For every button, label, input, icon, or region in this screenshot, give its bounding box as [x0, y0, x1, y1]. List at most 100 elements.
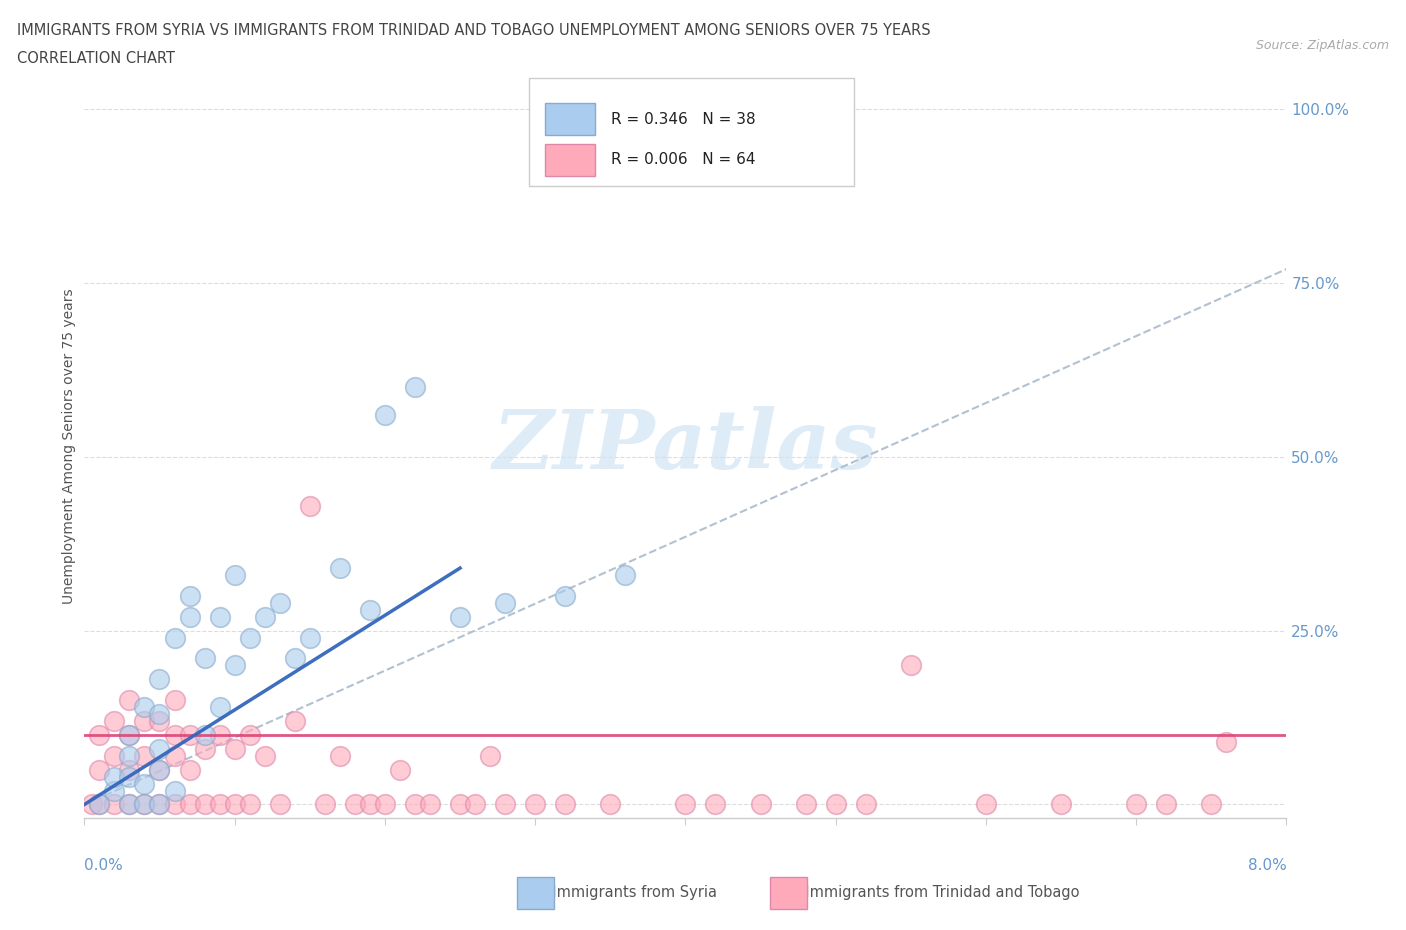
Point [449, 609, 471, 624]
Point [118, 769, 141, 784]
Point [208, 727, 231, 742]
Point [343, 797, 366, 812]
Text: Immigrants from Syria: Immigrants from Syria [520, 885, 717, 900]
Point [118, 727, 141, 742]
Point [118, 749, 141, 764]
FancyBboxPatch shape [544, 103, 595, 135]
Point [269, 797, 291, 812]
Point [284, 713, 307, 728]
Point [269, 595, 291, 610]
Point [554, 589, 576, 604]
Point [148, 797, 170, 812]
Point [1156, 797, 1178, 812]
Point [494, 797, 516, 812]
Point [179, 727, 201, 742]
Point [284, 651, 307, 666]
Point [179, 763, 201, 777]
Point [374, 797, 396, 812]
Point [974, 797, 997, 812]
Point [239, 727, 262, 742]
Point [118, 727, 141, 742]
Point [89, 797, 111, 812]
Point [103, 749, 125, 764]
Point [148, 763, 170, 777]
Text: ZIPatlas: ZIPatlas [492, 406, 879, 486]
Point [794, 797, 817, 812]
Point [148, 763, 170, 777]
Text: IMMIGRANTS FROM SYRIA VS IMMIGRANTS FROM TRINIDAD AND TOBAGO UNEMPLOYMENT AMONG : IMMIGRANTS FROM SYRIA VS IMMIGRANTS FROM… [17, 23, 931, 38]
Point [1201, 797, 1223, 812]
Point [224, 567, 246, 582]
Text: R = 0.346   N = 38: R = 0.346 N = 38 [610, 112, 755, 126]
Point [179, 589, 201, 604]
Point [134, 797, 156, 812]
Point [359, 797, 381, 812]
Point [163, 693, 186, 708]
Point [404, 797, 426, 812]
Point [208, 797, 231, 812]
Point [388, 763, 411, 777]
Point [208, 699, 231, 714]
Point [80, 797, 103, 812]
Point [479, 749, 502, 764]
Point [89, 797, 111, 812]
Point [239, 797, 262, 812]
Point [298, 498, 321, 513]
Point [1125, 797, 1147, 812]
Point [179, 797, 201, 812]
Point [118, 763, 141, 777]
Point [1050, 797, 1073, 812]
Point [148, 713, 170, 728]
Point [374, 407, 396, 422]
Point [419, 797, 441, 812]
Point [554, 797, 576, 812]
Point [163, 727, 186, 742]
Point [314, 797, 336, 812]
Point [163, 797, 186, 812]
Point [404, 379, 426, 394]
Point [253, 609, 276, 624]
Point [118, 797, 141, 812]
Point [118, 693, 141, 708]
Point [194, 727, 217, 742]
Point [179, 609, 201, 624]
Text: Source: ZipAtlas.com: Source: ZipAtlas.com [1256, 39, 1389, 52]
Point [118, 797, 141, 812]
Point [134, 777, 156, 791]
Point [224, 658, 246, 673]
Point [163, 631, 186, 645]
Point [675, 797, 697, 812]
Text: Immigrants from Trinidad and Tobago: Immigrants from Trinidad and Tobago [773, 885, 1080, 900]
Point [194, 651, 217, 666]
Point [134, 713, 156, 728]
Point [89, 763, 111, 777]
Point [359, 603, 381, 618]
Point [749, 797, 772, 812]
Point [599, 797, 621, 812]
Point [900, 658, 922, 673]
Point [464, 797, 486, 812]
Point [524, 797, 547, 812]
Point [253, 749, 276, 764]
Point [103, 797, 125, 812]
Point [298, 631, 321, 645]
Point [134, 749, 156, 764]
Point [148, 741, 170, 756]
Point [148, 797, 170, 812]
Point [1215, 735, 1237, 750]
Point [208, 609, 231, 624]
Text: CORRELATION CHART: CORRELATION CHART [17, 51, 174, 66]
Text: R = 0.006   N = 64: R = 0.006 N = 64 [610, 153, 755, 167]
Point [194, 797, 217, 812]
Point [224, 741, 246, 756]
Point [134, 699, 156, 714]
Point [824, 797, 846, 812]
Point [148, 671, 170, 686]
Point [103, 783, 125, 798]
Text: 0.0%: 0.0% [84, 858, 124, 873]
Point [163, 749, 186, 764]
Point [89, 727, 111, 742]
Point [148, 707, 170, 722]
Point [494, 595, 516, 610]
Point [329, 749, 352, 764]
